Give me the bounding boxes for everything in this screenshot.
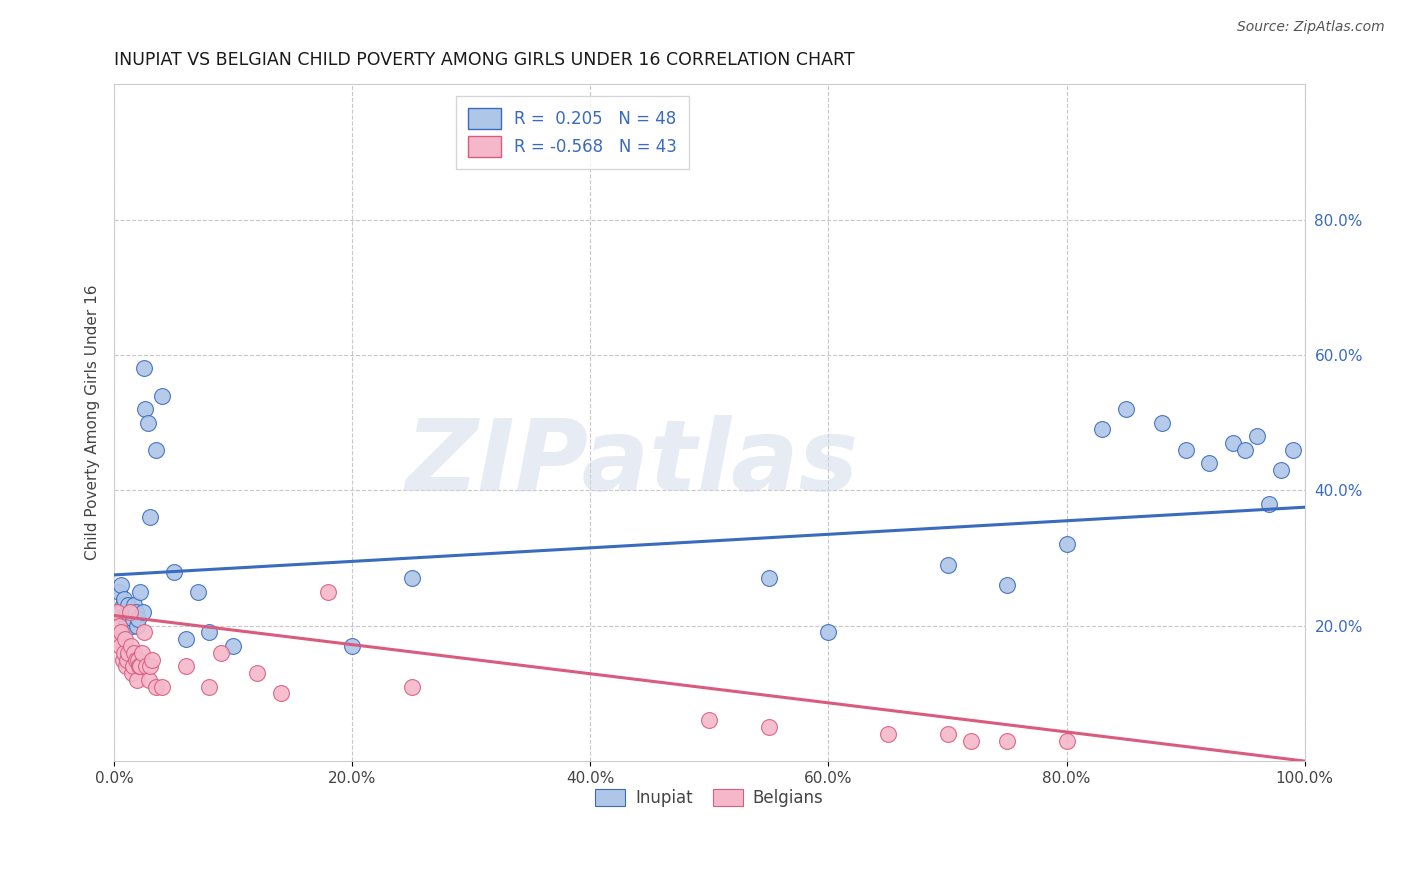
Point [138,673,160,687]
Point [127,652,149,666]
Point [129,659,152,673]
Point [936,727,959,741]
Point [186,584,208,599]
Point [222,639,245,653]
Point [995,578,1018,592]
Point [122,659,145,673]
Point [125,618,148,632]
Point [111,652,134,666]
Point [132,625,155,640]
Point [758,720,780,734]
Point [1150,416,1173,430]
Point [246,666,269,681]
Point [128,659,150,673]
Point [1234,442,1257,457]
Point [1222,436,1244,450]
Point [318,584,340,599]
Point [121,618,143,632]
Point [118,605,141,619]
Point [132,605,155,619]
Point [141,652,163,666]
Point [1258,497,1281,511]
Point [117,646,139,660]
Point [127,612,149,626]
Text: INUPIAT VS BELGIAN CHILD POVERTY AMONG GIRLS UNDER 16 CORRELATION CHART: INUPIAT VS BELGIAN CHILD POVERTY AMONG G… [114,51,855,69]
Point [108,618,131,632]
Point [1281,442,1303,457]
Point [131,646,153,660]
Point [139,659,162,673]
Point [150,388,173,402]
Point [111,599,134,613]
Point [817,625,839,640]
Point [120,605,142,619]
Point [117,605,139,619]
Point [120,639,142,653]
Point [112,591,135,606]
Point [1174,442,1197,457]
Point [108,605,131,619]
Text: ZIPatlas: ZIPatlas [405,415,859,512]
Point [112,646,135,660]
Text: Source: ZipAtlas.com: Source: ZipAtlas.com [1237,20,1385,34]
Point [758,571,780,585]
Point [108,639,131,653]
Point [174,659,197,673]
Point [1115,402,1137,417]
Point [124,599,146,613]
Point [115,659,138,673]
Point [270,686,292,700]
Point [134,402,156,417]
Point [110,578,132,592]
Point [108,584,131,599]
Point [136,416,159,430]
Point [145,442,167,457]
Point [150,680,173,694]
Point [145,680,167,694]
Point [124,605,146,619]
Point [699,714,721,728]
Point [117,652,139,666]
Point [401,680,423,694]
Point [124,646,146,660]
Point [105,605,128,619]
Point [114,632,136,647]
Point [1198,456,1220,470]
Point [118,612,141,626]
Point [132,361,155,376]
Point [115,618,138,632]
Point [110,625,132,640]
Point [198,625,221,640]
Point [401,571,423,585]
Point [114,612,136,626]
Point [995,733,1018,747]
Point [1056,733,1078,747]
Point [163,565,186,579]
Point [209,646,232,660]
Point [1056,537,1078,551]
Point [125,673,148,687]
Point [1091,422,1114,436]
Y-axis label: Child Poverty Among Girls Under 16: Child Poverty Among Girls Under 16 [86,285,100,560]
Point [129,584,152,599]
Legend: Inupiat, Belgians: Inupiat, Belgians [589,782,831,814]
Point [174,632,197,647]
Point [198,680,221,694]
Point [139,510,162,524]
Point [877,727,900,741]
Point [1270,463,1292,477]
Point [1246,429,1268,443]
Point [960,733,983,747]
Point [117,599,139,613]
Point [135,659,157,673]
Point [124,652,146,666]
Point [107,632,129,647]
Point [122,612,145,626]
Point [936,558,959,572]
Point [342,639,364,653]
Point [121,666,143,681]
